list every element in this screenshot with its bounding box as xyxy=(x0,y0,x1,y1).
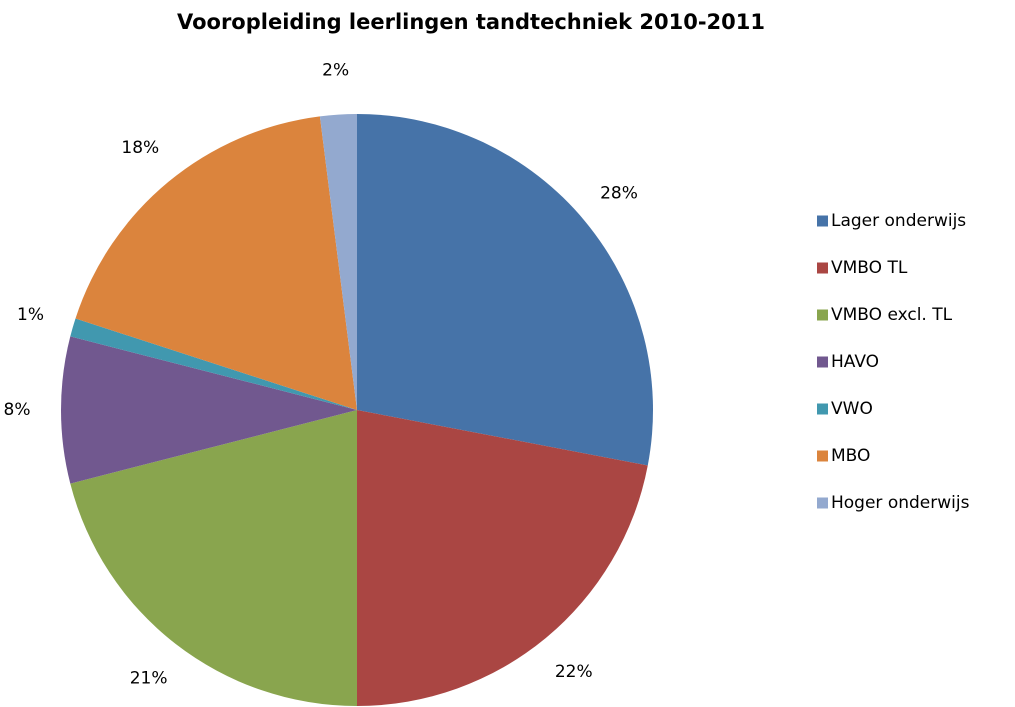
pie-slice xyxy=(357,114,653,466)
pie-slice xyxy=(61,336,358,484)
legend-swatch xyxy=(817,450,828,462)
legend-label: Lager onderwijs xyxy=(831,211,966,231)
legend-swatch xyxy=(817,262,828,274)
legend-label: Hoger onderwijs xyxy=(831,493,970,513)
legend-swatch xyxy=(817,309,828,321)
data-label: 28% xyxy=(600,183,638,203)
chart-title: Vooropleiding leerlingen tandtechniek 20… xyxy=(177,10,765,34)
legend-label: VMBO excl. TL xyxy=(831,305,953,325)
legend-swatch xyxy=(817,403,828,415)
data-label: 2% xyxy=(322,61,349,81)
pie-slice xyxy=(75,116,357,410)
pie-slice xyxy=(319,114,357,410)
legend-label: MBO xyxy=(831,446,870,466)
legend-swatch xyxy=(817,356,828,368)
legend-swatch xyxy=(817,215,828,227)
pie-slice xyxy=(70,410,358,706)
legend-label: HAVO xyxy=(831,352,879,372)
data-label: 8% xyxy=(4,400,31,420)
pie-slice xyxy=(357,410,648,706)
data-label: 21% xyxy=(130,669,168,689)
legend-label: VMBO TL xyxy=(831,258,908,278)
legend-swatch xyxy=(817,497,828,509)
data-label: 22% xyxy=(555,662,593,682)
data-label: 1% xyxy=(17,305,44,325)
data-label: 18% xyxy=(121,138,159,158)
legend-label: VWO xyxy=(831,399,873,419)
pie-slice xyxy=(70,318,358,410)
